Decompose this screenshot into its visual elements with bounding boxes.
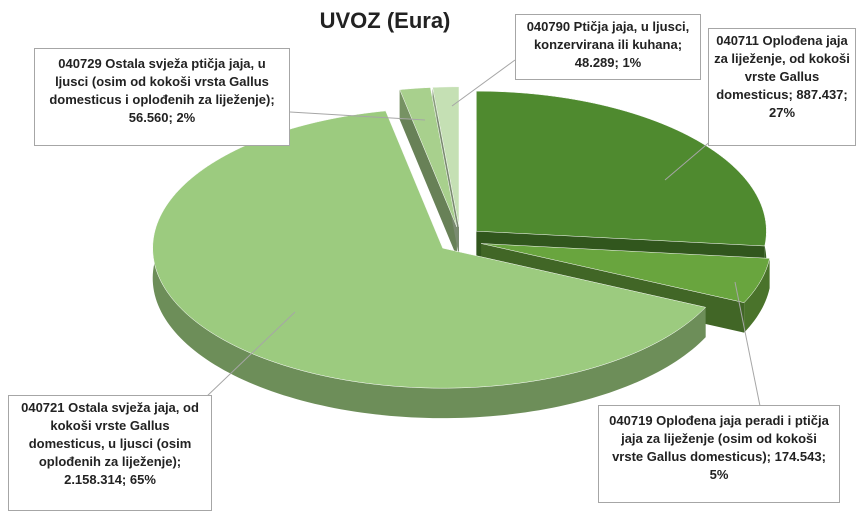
slice [432,86,460,227]
leader-line [289,111,426,121]
slice [152,110,707,389]
pie [152,86,770,419]
slice [481,243,770,303]
leader-line [664,139,713,181]
data-label: 040711 Oplođena jaja za liježenje, od ko… [708,28,856,146]
leader-line [734,281,761,407]
leader-lines [204,59,761,407]
slice [399,87,458,228]
data-label: 040721 Ostala svježa jaja, od kokoši vrs… [8,395,212,511]
slice-side [399,89,457,257]
slice [476,90,767,247]
data-label: 040729 Ostala svježa ptičja jaja, u ljus… [34,48,290,146]
data-label: 040790 Ptičja jaja, u ljusci, konzervira… [515,14,701,80]
leader-line [451,59,516,107]
leader-line [204,311,296,399]
slice-wall [744,258,770,333]
data-label: 040719 Oplođena jaja peradi i ptičja jaj… [598,405,840,503]
chart-title: UVOZ (Eura) [319,8,451,33]
